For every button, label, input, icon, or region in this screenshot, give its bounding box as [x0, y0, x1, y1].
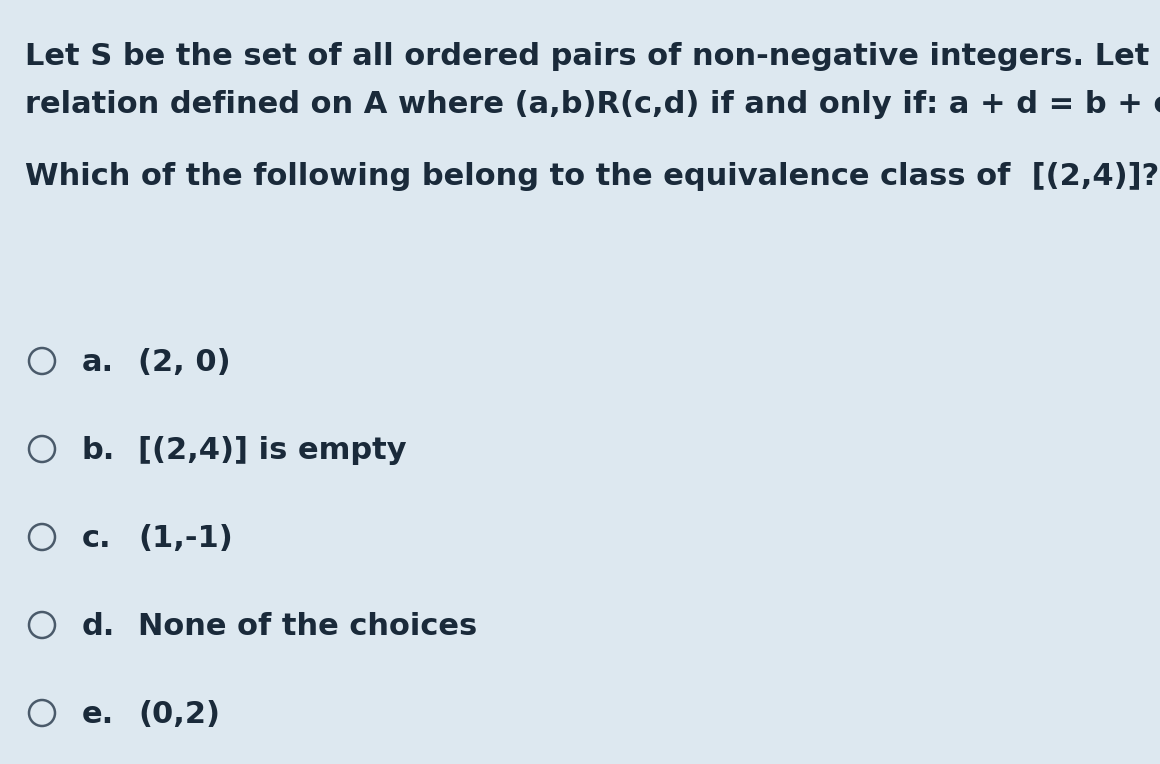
Text: (0,2): (0,2) — [138, 700, 220, 729]
Text: (1,-1): (1,-1) — [138, 524, 233, 553]
Text: None of the choices: None of the choices — [138, 612, 477, 641]
Text: c.: c. — [82, 524, 111, 553]
Text: relation defined on A where (a,b)R(c,d) if and only if: a + d = b + c.: relation defined on A where (a,b)R(c,d) … — [26, 90, 1160, 119]
Text: b.: b. — [82, 436, 115, 465]
Text: Let S be the set of all ordered pairs of non-negative integers. Let R be a: Let S be the set of all ordered pairs of… — [26, 42, 1160, 71]
Text: d.: d. — [82, 612, 115, 641]
Text: a.: a. — [82, 348, 114, 377]
Text: Which of the following belong to the equivalence class of  [(2,4)]?: Which of the following belong to the equ… — [26, 162, 1159, 191]
Text: e.: e. — [82, 700, 114, 729]
Text: [(2,4)] is empty: [(2,4)] is empty — [138, 436, 407, 465]
Text: (2, 0): (2, 0) — [138, 348, 231, 377]
